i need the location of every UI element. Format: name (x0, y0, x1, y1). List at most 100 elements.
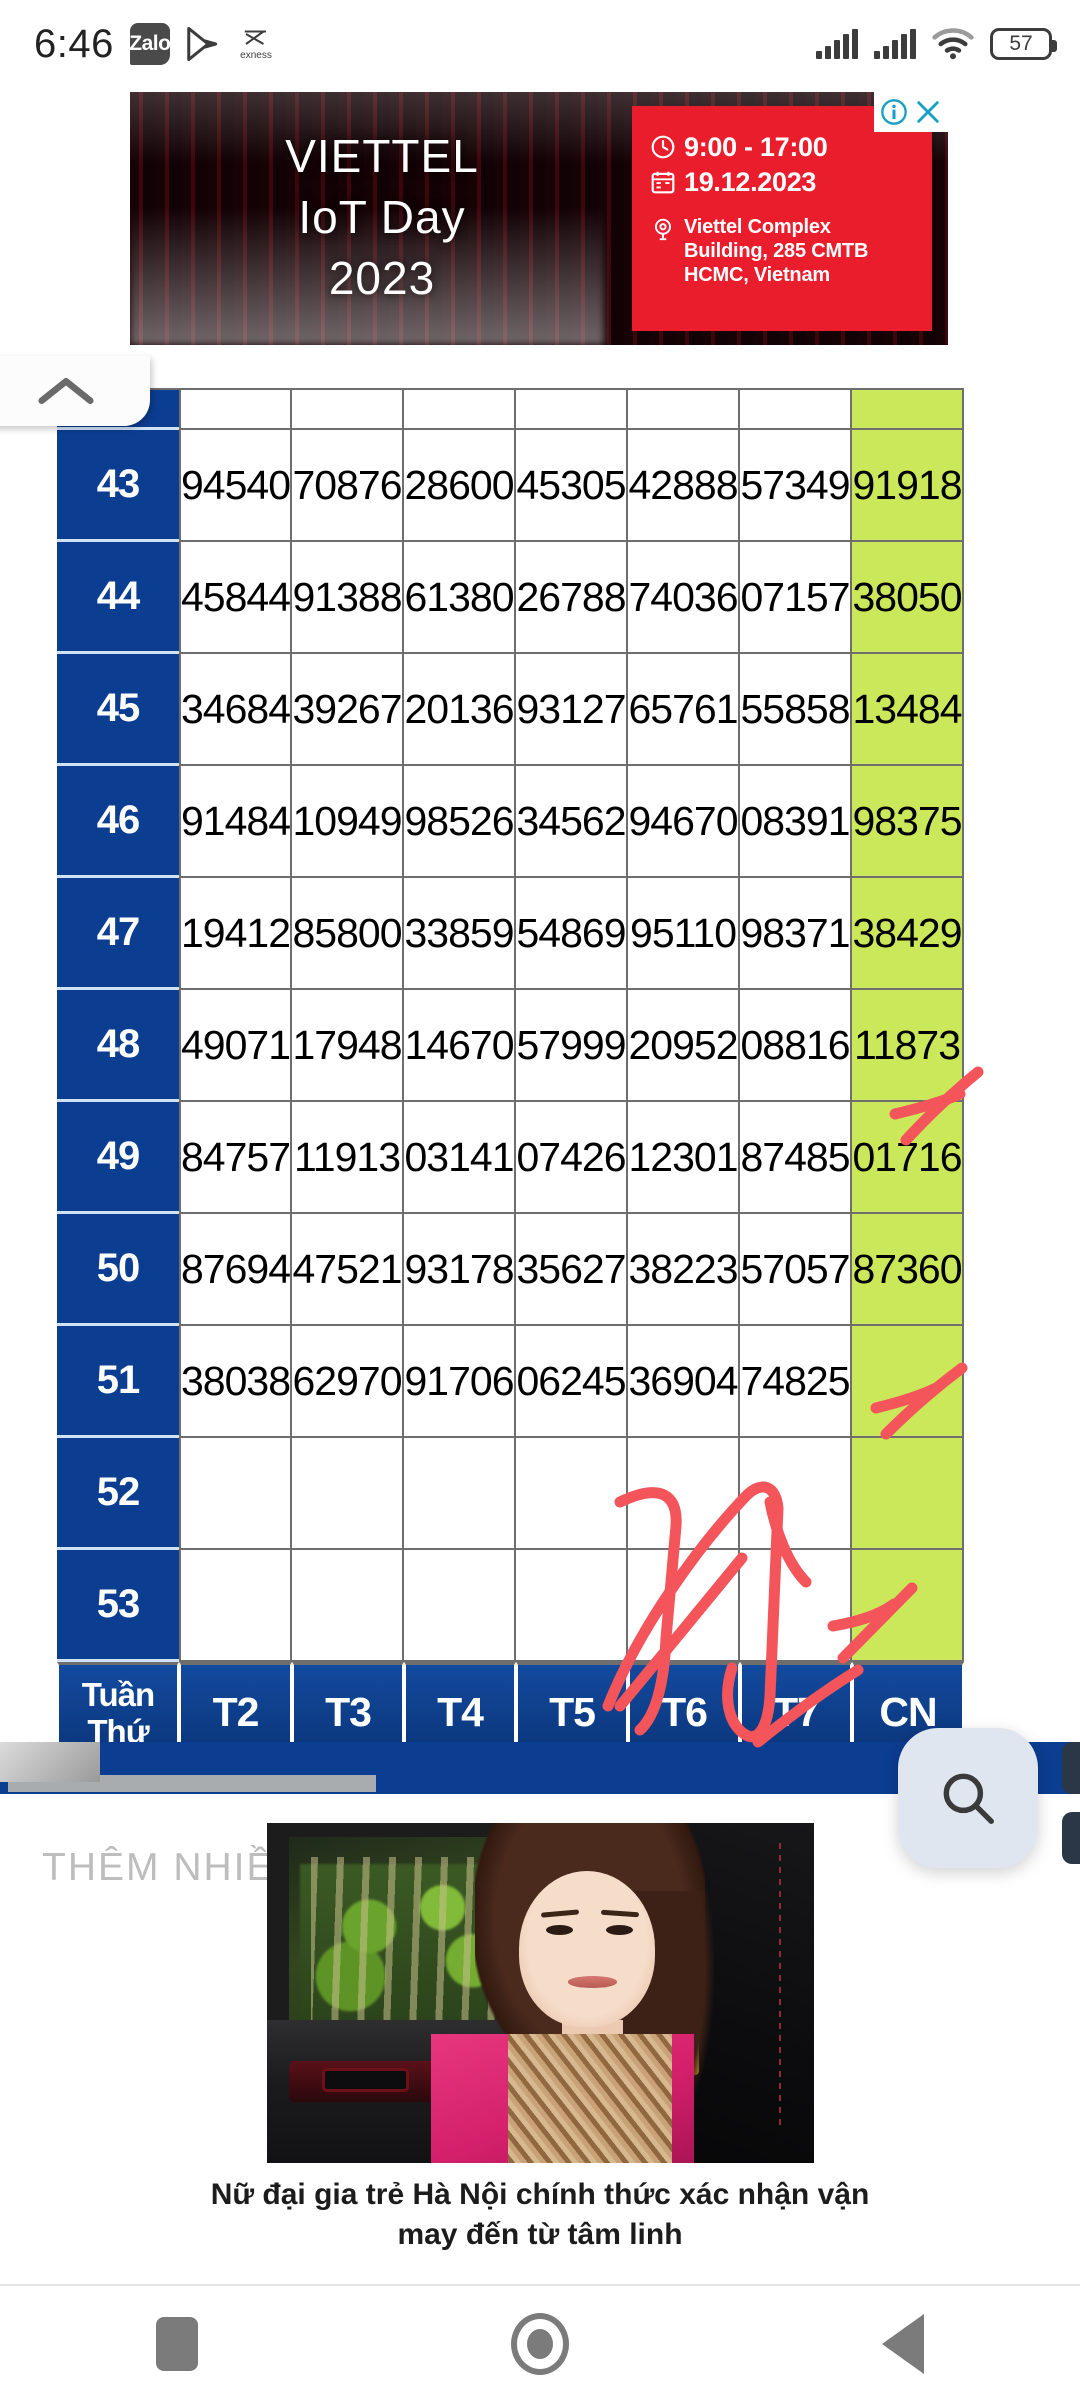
result-cell[interactable] (852, 1326, 965, 1438)
ad-close-icon[interactable] (914, 98, 942, 126)
result-cell[interactable]: 12301 (628, 1102, 741, 1214)
result-cell[interactable]: 91706 (404, 1326, 517, 1438)
result-cell[interactable]: 34562 (516, 766, 629, 878)
result-cell[interactable]: 87485 (740, 1102, 853, 1214)
result-cell[interactable]: 70876 (292, 430, 405, 542)
result-cell[interactable]: 74825 (740, 1326, 853, 1438)
result-cell[interactable] (740, 1438, 853, 1550)
table-row-partial (57, 388, 965, 430)
result-cell[interactable] (404, 1438, 517, 1550)
lottery-results-table-container[interactable]: 43 94540 70876 28600 45305 42888 57349 91918 44 4… (0, 348, 1080, 1748)
recents-button[interactable] (156, 2317, 199, 2371)
result-cell[interactable]: 38223 (628, 1214, 741, 1326)
result-cell[interactable]: 07157 (740, 542, 853, 654)
result-cell[interactable]: 42888 (628, 430, 741, 542)
result-cell[interactable]: 98526 (404, 766, 517, 878)
result-cell[interactable]: 61380 (404, 542, 517, 654)
recommended-article-caption[interactable]: Nữ đại gia trẻ Hà Nội chính thức xác nhậ… (210, 2178, 870, 2251)
ad-choices-badge[interactable] (874, 92, 948, 132)
result-cell[interactable]: 55858 (740, 654, 853, 766)
result-cell[interactable]: 11913 (292, 1102, 405, 1214)
result-cell[interactable]: 38038 (179, 1326, 293, 1438)
result-cell[interactable]: 39267 (292, 654, 405, 766)
result-cell[interactable]: 11873 (852, 990, 965, 1102)
week-number-cell: 48 (57, 990, 179, 1102)
week-number-cell: 49 (57, 1102, 179, 1214)
result-cell[interactable]: 20952 (628, 990, 741, 1102)
result-cell (852, 388, 965, 430)
result-cell[interactable] (179, 1438, 293, 1550)
result-cell[interactable]: 45844 (179, 542, 293, 654)
result-cell[interactable]: 08391 (740, 766, 853, 878)
result-cell[interactable]: 26788 (516, 542, 629, 654)
result-cell[interactable] (852, 1438, 965, 1550)
result-cell[interactable]: 93127 (516, 654, 629, 766)
result-cell[interactable] (628, 1550, 741, 1662)
table-row: 52 (57, 1438, 965, 1550)
result-cell[interactable]: 34684 (179, 654, 293, 766)
result-cell[interactable]: 85800 (292, 878, 405, 990)
result-cell[interactable]: 45305 (516, 430, 629, 542)
result-cell[interactable]: 49071 (179, 990, 293, 1102)
recommended-article-image[interactable] (267, 1823, 814, 2163)
result-cell[interactable]: 87694 (179, 1214, 293, 1326)
result-cell[interactable]: 08816 (740, 990, 853, 1102)
result-cell[interactable] (852, 1550, 965, 1662)
result-cell[interactable]: 01716 (852, 1102, 965, 1214)
result-cell[interactable]: 93178 (404, 1214, 517, 1326)
result-cell[interactable]: 98375 (852, 766, 965, 878)
result-cell[interactable]: 74036 (628, 542, 741, 654)
result-cell[interactable]: 98371 (740, 878, 853, 990)
result-cell[interactable]: 54869 (516, 878, 629, 990)
result-cell[interactable] (292, 1550, 405, 1662)
result-cell[interactable]: 91484 (179, 766, 293, 878)
result-cell[interactable]: 57999 (516, 990, 629, 1102)
result-cell[interactable]: 35627 (516, 1214, 629, 1326)
result-cell[interactable]: 62970 (292, 1326, 405, 1438)
result-cell[interactable] (404, 1550, 517, 1662)
result-cell[interactable]: 38429 (852, 878, 965, 990)
table-row: 46 91484 10949 98526 34562 94670 08391 98375 (57, 766, 965, 878)
ad-info-icon[interactable] (880, 98, 908, 126)
result-cell[interactable]: 91388 (292, 542, 405, 654)
result-cell[interactable]: 47521 (292, 1214, 405, 1326)
table-row: 47 19412 85800 33859 54869 95110 98371 38429 (57, 878, 965, 990)
result-cell[interactable]: 57057 (740, 1214, 853, 1326)
home-button[interactable] (510, 2313, 569, 2375)
result-cell[interactable] (628, 1438, 741, 1550)
back-button[interactable] (881, 2314, 924, 2374)
horizontal-scrollbar-thumb[interactable] (8, 1775, 376, 1792)
play-store-icon (187, 26, 218, 62)
result-cell[interactable]: 28600 (404, 430, 517, 542)
result-cell[interactable]: 19412 (179, 878, 293, 990)
result-cell (628, 388, 741, 430)
result-cell[interactable]: 36904 (628, 1326, 741, 1438)
result-cell[interactable]: 38050 (852, 542, 965, 654)
result-cell[interactable]: 13484 (852, 654, 965, 766)
ad-banner[interactable]: VIETTEL IoT Day 2023 9:00 - 17:00 19.12.… (130, 92, 948, 345)
result-cell[interactable]: 03141 (404, 1102, 517, 1214)
result-cell[interactable] (179, 1550, 293, 1662)
result-cell[interactable]: 57349 (740, 430, 853, 542)
result-cell[interactable] (516, 1550, 629, 1662)
result-cell[interactable] (740, 1550, 853, 1662)
result-cell[interactable]: 91918 (852, 430, 965, 542)
result-cell[interactable]: 94540 (179, 430, 293, 542)
result-cell[interactable]: 84757 (179, 1102, 293, 1214)
result-cell[interactable]: 07426 (516, 1102, 629, 1214)
result-cell[interactable]: 06245 (516, 1326, 629, 1438)
result-cell[interactable]: 95110 (628, 878, 741, 990)
result-cell[interactable]: 33859 (404, 878, 517, 990)
result-cell[interactable]: 65761 (628, 654, 741, 766)
search-fab-button[interactable] (898, 1728, 1038, 1868)
result-cell[interactable] (292, 1438, 405, 1550)
result-cell[interactable]: 17948 (292, 990, 405, 1102)
result-cell[interactable]: 87360 (852, 1214, 965, 1326)
week-number-cell: 46 (57, 766, 179, 878)
result-cell[interactable]: 14670 (404, 990, 517, 1102)
result-cell[interactable]: 10949 (292, 766, 405, 878)
scroll-to-top-button[interactable] (0, 356, 150, 426)
result-cell[interactable]: 20136 (404, 654, 517, 766)
result-cell[interactable]: 94670 (628, 766, 741, 878)
result-cell[interactable] (516, 1438, 629, 1550)
